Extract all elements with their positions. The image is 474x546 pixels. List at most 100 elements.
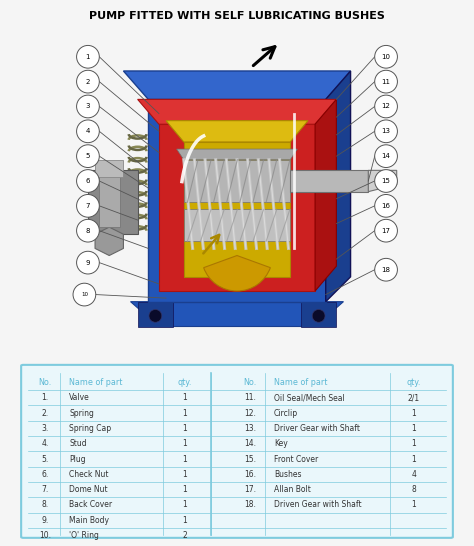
Text: 6: 6 xyxy=(86,178,90,184)
Text: Front Cover: Front Cover xyxy=(274,454,319,464)
Text: 13: 13 xyxy=(382,128,391,134)
Text: 5: 5 xyxy=(86,153,90,159)
Text: 18.: 18. xyxy=(244,501,256,509)
Bar xyxy=(184,159,290,203)
Text: 17.: 17. xyxy=(244,485,256,494)
Text: 13.: 13. xyxy=(244,424,256,433)
Polygon shape xyxy=(137,99,337,124)
Text: Valve: Valve xyxy=(69,393,90,402)
Text: 1: 1 xyxy=(411,408,416,418)
Text: 4: 4 xyxy=(411,470,416,479)
Text: 10: 10 xyxy=(382,54,391,60)
Text: 2.: 2. xyxy=(42,408,49,418)
Text: 1: 1 xyxy=(411,424,416,433)
Text: 11: 11 xyxy=(382,79,391,85)
Text: Plug: Plug xyxy=(69,454,86,464)
Text: 3: 3 xyxy=(86,104,90,109)
Wedge shape xyxy=(204,256,270,291)
Circle shape xyxy=(375,194,397,217)
Polygon shape xyxy=(177,149,297,160)
Polygon shape xyxy=(166,121,308,142)
Text: No.: No. xyxy=(244,378,257,387)
Text: 2/1: 2/1 xyxy=(408,393,419,402)
Text: 1: 1 xyxy=(411,454,416,464)
Text: 8: 8 xyxy=(411,485,416,494)
Text: 9: 9 xyxy=(86,260,90,265)
Circle shape xyxy=(375,145,397,168)
Circle shape xyxy=(375,70,397,93)
Text: 14: 14 xyxy=(382,153,391,159)
Text: Back Cover: Back Cover xyxy=(69,501,112,509)
Circle shape xyxy=(77,120,99,143)
Text: 7: 7 xyxy=(86,203,90,209)
Text: 1: 1 xyxy=(411,501,416,509)
Text: 2: 2 xyxy=(86,79,90,85)
Polygon shape xyxy=(95,227,123,256)
Text: 1: 1 xyxy=(182,454,187,464)
Text: 'O' Ring: 'O' Ring xyxy=(69,531,99,540)
Text: 4.: 4. xyxy=(42,439,49,448)
Polygon shape xyxy=(159,124,315,291)
Text: Main Body: Main Body xyxy=(69,516,109,525)
Circle shape xyxy=(77,194,99,217)
Circle shape xyxy=(312,310,325,322)
Text: 1: 1 xyxy=(182,393,187,402)
Circle shape xyxy=(375,45,397,68)
Text: No.: No. xyxy=(38,378,52,387)
Text: Name of part: Name of part xyxy=(69,378,122,387)
Text: Oil Seal/Mech Seal: Oil Seal/Mech Seal xyxy=(274,393,345,402)
Text: 7.: 7. xyxy=(42,485,49,494)
Text: Allan Bolt: Allan Bolt xyxy=(274,485,311,494)
Circle shape xyxy=(375,95,397,118)
Circle shape xyxy=(77,219,99,242)
Bar xyxy=(184,210,290,241)
Text: Check Nut: Check Nut xyxy=(69,470,109,479)
Circle shape xyxy=(77,95,99,118)
Text: 1: 1 xyxy=(182,424,187,433)
FancyBboxPatch shape xyxy=(21,365,453,538)
Polygon shape xyxy=(123,71,351,99)
Circle shape xyxy=(375,120,397,143)
Polygon shape xyxy=(301,301,337,327)
Text: 1: 1 xyxy=(86,54,90,60)
Text: Key: Key xyxy=(274,439,288,448)
Text: 1.: 1. xyxy=(42,393,49,402)
Text: 18: 18 xyxy=(382,267,391,272)
Text: 8: 8 xyxy=(86,228,90,234)
Text: 2: 2 xyxy=(182,531,187,540)
Bar xyxy=(95,160,123,177)
Text: 17: 17 xyxy=(382,228,391,234)
Circle shape xyxy=(77,70,99,93)
Text: 8.: 8. xyxy=(42,501,49,509)
Text: Circlip: Circlip xyxy=(274,408,298,418)
Text: 1: 1 xyxy=(182,439,187,448)
Circle shape xyxy=(375,170,397,192)
Circle shape xyxy=(77,170,99,192)
Polygon shape xyxy=(315,99,337,291)
Polygon shape xyxy=(368,170,397,192)
Circle shape xyxy=(375,219,397,242)
Text: PUMP FITTED WITH SELF LUBRICATING BUSHES: PUMP FITTED WITH SELF LUBRICATING BUSHES xyxy=(89,11,385,21)
Text: 1: 1 xyxy=(182,516,187,525)
Text: 15.: 15. xyxy=(244,454,256,464)
Polygon shape xyxy=(184,142,290,277)
Text: 5.: 5. xyxy=(42,454,49,464)
Text: 10.: 10. xyxy=(39,531,51,540)
Text: 15: 15 xyxy=(382,178,391,184)
Text: 3.: 3. xyxy=(42,424,49,433)
Text: 16: 16 xyxy=(382,203,391,209)
Text: Driver Gear with Shaft: Driver Gear with Shaft xyxy=(274,424,360,433)
Polygon shape xyxy=(137,301,173,327)
Text: 11.: 11. xyxy=(244,393,256,402)
Text: 9.: 9. xyxy=(42,516,49,525)
Text: Spring: Spring xyxy=(69,408,94,418)
Text: 16.: 16. xyxy=(244,470,256,479)
Polygon shape xyxy=(148,99,326,301)
Text: 1: 1 xyxy=(182,501,187,509)
Text: 1: 1 xyxy=(182,470,187,479)
Circle shape xyxy=(77,145,99,168)
Circle shape xyxy=(73,283,96,306)
Text: qty.: qty. xyxy=(177,378,192,387)
Text: Bushes: Bushes xyxy=(274,470,301,479)
Text: Driven Gear with Shaft: Driven Gear with Shaft xyxy=(274,501,362,509)
